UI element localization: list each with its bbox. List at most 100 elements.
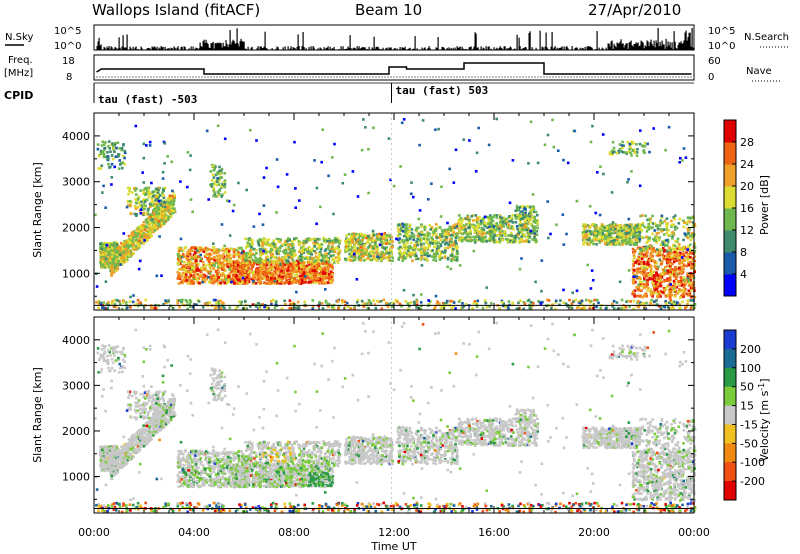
power-cell <box>106 151 109 154</box>
power-cell <box>299 246 303 250</box>
power-cell <box>317 277 320 281</box>
power-cell <box>120 147 124 150</box>
power-cell <box>444 249 447 252</box>
nsky-bar <box>380 48 382 50</box>
power-cell <box>136 232 140 235</box>
nsky-bar <box>447 48 449 50</box>
power-cell <box>111 258 114 262</box>
power-cell <box>532 220 535 223</box>
power-cell <box>258 257 262 260</box>
power-cell <box>294 270 297 273</box>
power-cell <box>492 236 495 239</box>
nsky-bar <box>464 48 466 50</box>
power-cell <box>358 248 361 251</box>
nsky-bar <box>436 47 438 50</box>
power-cell <box>155 190 158 193</box>
nsky-bar <box>393 48 395 50</box>
nsky-bar <box>114 46 116 50</box>
power-cell <box>438 226 442 229</box>
power-cell <box>400 247 403 250</box>
power-cell <box>196 269 199 272</box>
power-cell <box>139 241 143 245</box>
power-cell <box>128 250 131 253</box>
power-cell <box>281 281 285 284</box>
nsky-bar <box>657 28 659 50</box>
power-cell <box>313 250 317 253</box>
nsky-bar <box>216 42 218 50</box>
power-cell <box>320 259 324 262</box>
power-cell <box>236 264 240 267</box>
power-cell <box>307 280 311 284</box>
nsky-bar <box>452 47 454 50</box>
power-cell <box>384 242 388 245</box>
power-cell <box>142 188 145 192</box>
power-cell <box>355 241 358 245</box>
power-cell <box>370 236 374 240</box>
nsky-bar <box>119 47 121 50</box>
power-cell <box>437 241 440 244</box>
nsky-bar <box>166 48 168 50</box>
power-cell <box>411 259 414 263</box>
nsky-bar <box>342 46 344 50</box>
power-cell <box>329 280 332 283</box>
power-cell <box>415 256 418 259</box>
power-cell <box>501 220 505 224</box>
power-cell <box>480 236 483 240</box>
power-cell <box>124 254 128 258</box>
power-cell <box>129 204 132 207</box>
power-cell <box>520 229 523 232</box>
power-cell <box>191 274 194 278</box>
power-cell <box>201 248 205 251</box>
power-cell <box>488 237 491 240</box>
power-cell <box>115 146 118 150</box>
power-cell <box>256 239 260 243</box>
power-cell <box>405 235 408 238</box>
nsky-bar <box>639 45 641 50</box>
power-cell <box>248 238 251 242</box>
power-cell <box>218 254 222 257</box>
power-cell <box>288 280 292 284</box>
power-cell <box>236 280 240 284</box>
power-cell <box>313 242 317 246</box>
power-cell <box>484 235 487 239</box>
power-cell <box>310 253 314 256</box>
power-cell <box>403 257 406 260</box>
power-cell <box>200 274 203 278</box>
power-cell <box>109 256 112 259</box>
power-cell <box>212 188 215 192</box>
power-cell <box>212 274 215 278</box>
power-cell <box>107 242 110 245</box>
power-cell <box>499 224 502 227</box>
power-cell <box>430 236 433 239</box>
power-cell <box>489 230 492 233</box>
nsky-bar <box>146 48 148 50</box>
power-cell <box>299 269 302 273</box>
power-cell <box>206 270 210 273</box>
power-cell <box>235 260 239 263</box>
nsky-bar <box>669 42 671 50</box>
power-cell <box>426 251 429 255</box>
nsky-bar <box>108 46 110 50</box>
power-cell <box>241 273 244 276</box>
power-cell <box>190 268 194 271</box>
power-cell <box>179 248 183 251</box>
nsky-bar <box>435 47 437 50</box>
nsky-bar <box>574 48 576 50</box>
power-cell <box>391 256 394 260</box>
power-cell <box>399 229 403 232</box>
power-cell <box>443 246 447 250</box>
power-cell <box>398 250 401 253</box>
nsky-bar <box>192 46 194 50</box>
power-cell <box>116 248 119 252</box>
nsky-bar <box>682 42 684 50</box>
power-cell <box>133 187 136 190</box>
power-cell <box>115 243 119 246</box>
power-cell <box>512 227 515 231</box>
power-cell <box>169 212 173 216</box>
power-cell <box>255 252 258 255</box>
power-cell <box>221 274 224 277</box>
power-cell <box>164 217 167 220</box>
power-cell <box>425 240 428 244</box>
power-cell <box>208 266 212 269</box>
power-cell <box>99 255 103 259</box>
